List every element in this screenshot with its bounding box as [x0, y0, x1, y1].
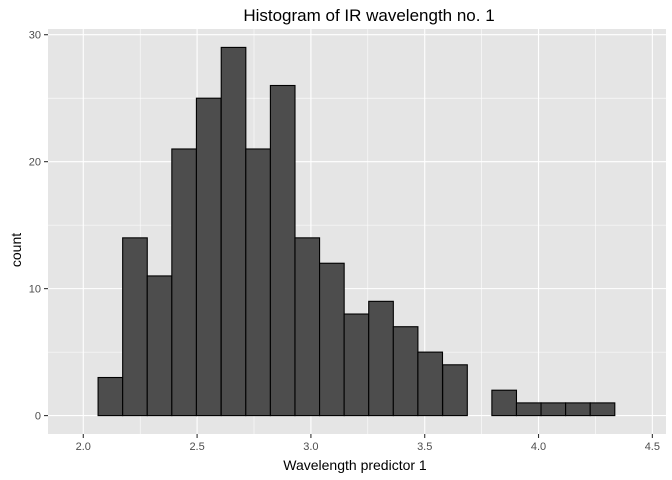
histogram-bar: [146, 275, 173, 417]
histogram-bar: [319, 262, 345, 417]
histogram-bar: [122, 237, 148, 417]
histogram-bar: [540, 402, 567, 417]
x-axis-ticks: 2.0 2.5 3.0 3.5 4.0 4.5: [76, 434, 660, 453]
y-axis-ticks: 0 10 20 30: [29, 30, 48, 423]
histogram-bar: [392, 326, 419, 417]
histogram-bar: [171, 148, 197, 417]
histogram-bar: [220, 46, 247, 417]
y-tick-label: 30: [29, 30, 41, 42]
histogram-bar: [442, 364, 468, 417]
histogram-bar: [368, 300, 394, 417]
histogram-bar: [417, 351, 444, 417]
x-tick-label: 2.0: [76, 441, 91, 453]
bars: [97, 46, 616, 417]
x-tick-label: 3.5: [417, 441, 432, 453]
x-tick-label: 3.0: [303, 441, 318, 453]
histogram-bar: [491, 389, 518, 417]
histogram-bar: [589, 402, 616, 417]
histogram-bar: [269, 84, 296, 417]
y-tick-label: 10: [29, 284, 41, 296]
histogram-bar: [565, 402, 591, 417]
x-tick-label: 4.0: [531, 441, 546, 453]
histogram-bar: [245, 148, 271, 417]
histogram-bar: [294, 237, 321, 417]
histogram-bar: [515, 402, 542, 417]
x-tick-label: 4.5: [645, 441, 660, 453]
y-tick-label: 0: [35, 411, 41, 423]
histogram-bar: [97, 376, 124, 417]
histogram-bar: [343, 313, 370, 417]
y-axis-label: count: [8, 233, 24, 267]
x-tick-label: 2.5: [189, 441, 204, 453]
chart-title: Histogram of IR wavelength no. 1: [243, 6, 494, 25]
histogram-bar: [195, 97, 222, 417]
y-tick-label: 20: [29, 157, 41, 169]
x-axis-label: Wavelength predictor 1: [283, 457, 427, 473]
